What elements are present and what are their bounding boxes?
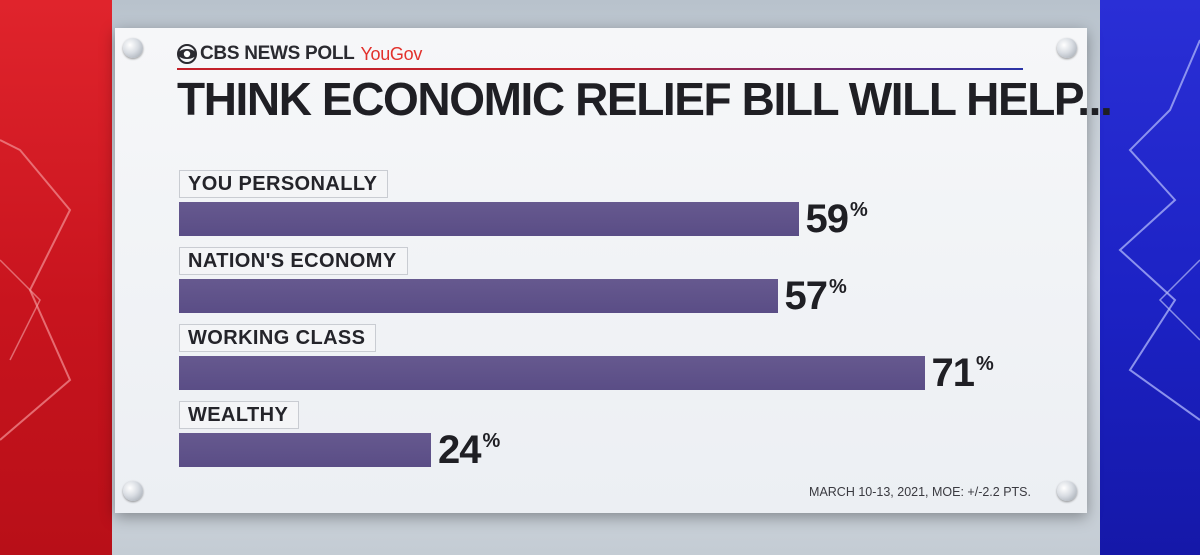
star-decoration-left	[0, 139, 72, 441]
bar	[179, 202, 799, 236]
background-red-panel	[0, 0, 112, 555]
screw-icon	[123, 38, 143, 58]
brand-divider	[177, 68, 1023, 70]
poll-footnote: MARCH 10-13, 2021, MOE: +/-2.2 PTS.	[809, 485, 1031, 499]
bar-chart: YOU PERSONALLY 59% NATION'S ECONOMY 57% WORK…	[115, 28, 1087, 513]
value-label: 59%	[805, 197, 868, 241]
screw-icon	[1057, 38, 1077, 58]
brand-network: CBS NEWS POLL	[200, 43, 355, 64]
category-label: YOU PERSONALLY	[179, 170, 389, 198]
category-label: WEALTHY	[179, 401, 300, 429]
category-label: WORKING CLASS	[179, 324, 377, 352]
bar	[179, 279, 778, 313]
poll-board: CBS NEWS POLL YouGov THINK ECONOMIC RELI…	[115, 28, 1113, 513]
chart-title: THINK ECONOMIC RELIEF BILL WILL HELP...	[177, 73, 1113, 125]
screw-icon	[1057, 481, 1077, 501]
brand-partner: YouGov	[360, 43, 423, 64]
brand-header: CBS NEWS POLL YouGov	[177, 42, 422, 66]
bar	[179, 433, 431, 467]
category-label: NATION'S ECONOMY	[179, 247, 408, 275]
screw-icon	[123, 481, 143, 501]
value-label: 24%	[438, 428, 501, 472]
cbs-eye-icon	[177, 44, 197, 64]
bar	[179, 356, 925, 390]
value-label: 57%	[784, 274, 847, 318]
value-label: 71%	[931, 351, 994, 395]
star-decoration-right	[1118, 39, 1200, 421]
